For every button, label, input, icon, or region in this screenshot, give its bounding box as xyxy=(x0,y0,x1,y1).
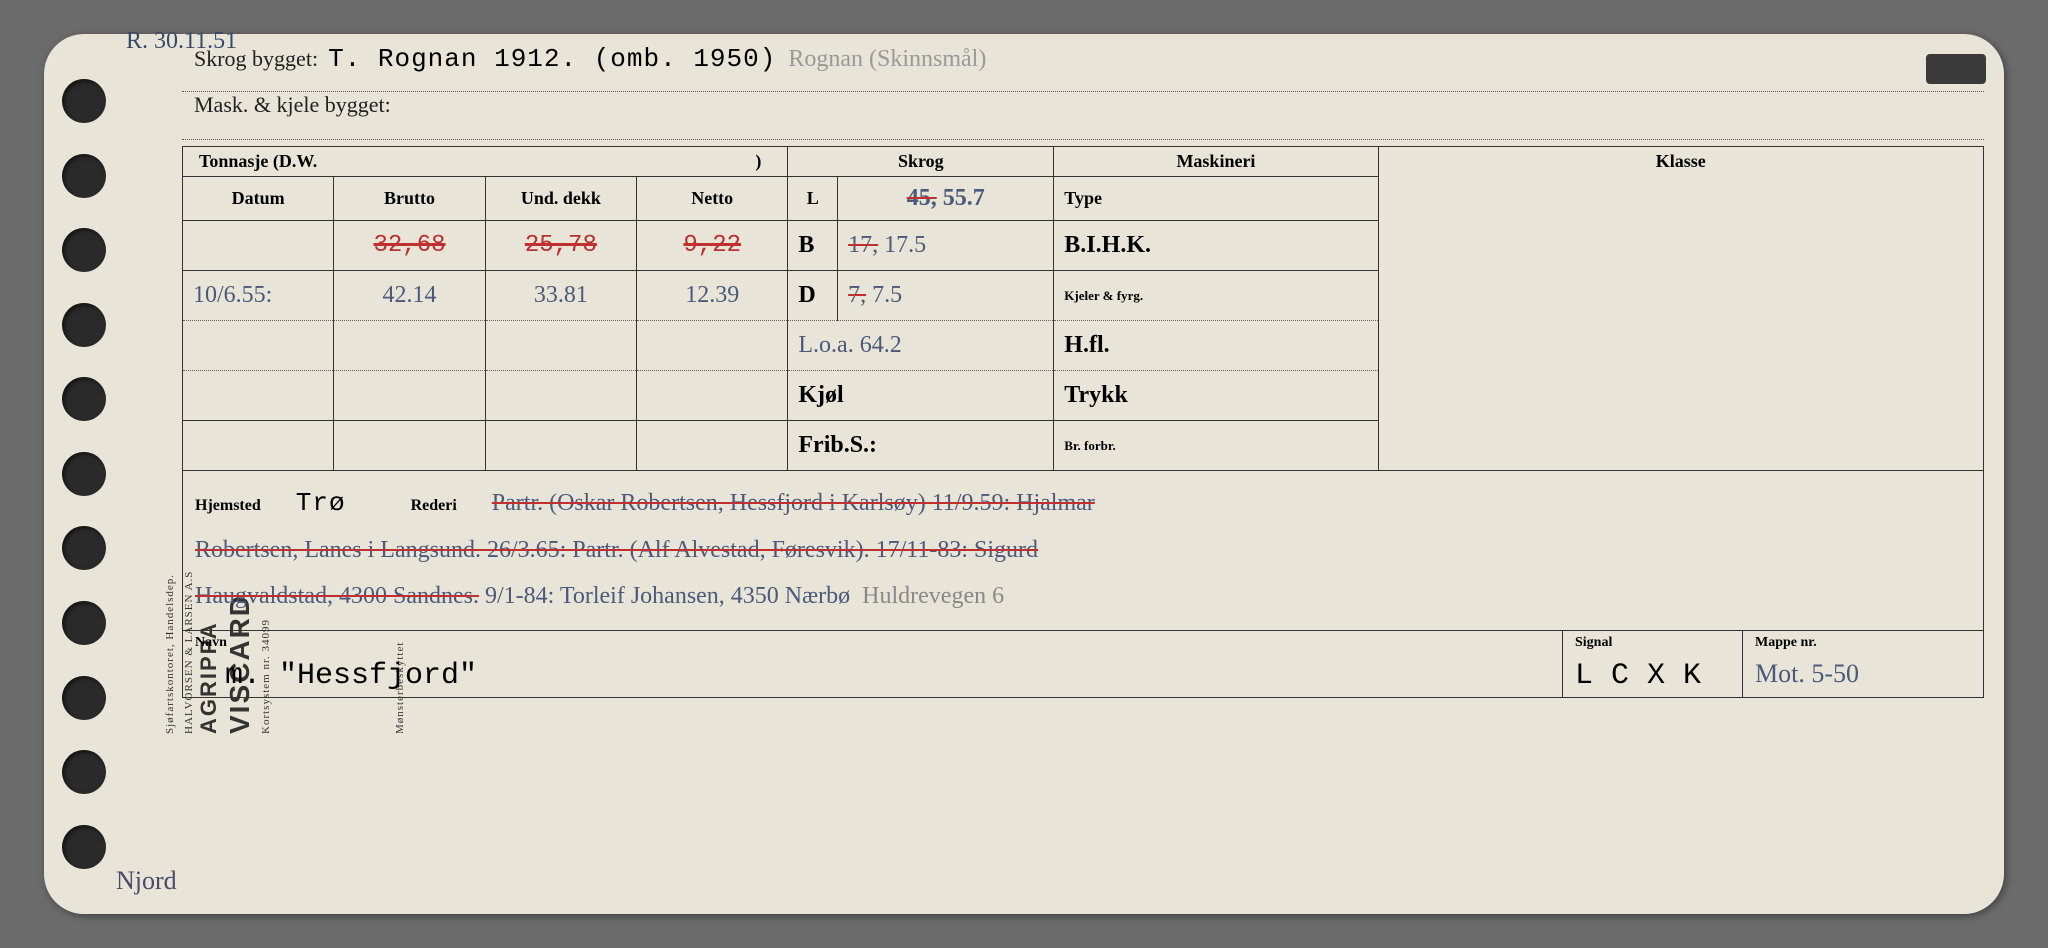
tonn-r1-netto: 12.39 xyxy=(637,271,788,321)
skrog-D-v: 7, 7.5 xyxy=(848,282,902,308)
skrog-bygget-faint: Rognan (Skinnsmål) xyxy=(788,46,986,73)
tonn-r1-datum: 10/6.55: xyxy=(183,271,334,321)
card-content: R. 30.11.51 Skrog bygget: T. Rognan 1912… xyxy=(172,34,2004,914)
side-print: Sjøfartskontoret, Handelsdep. HALVORSEN … xyxy=(124,34,172,914)
hole xyxy=(62,526,106,570)
hole xyxy=(62,79,106,123)
hole xyxy=(62,303,106,347)
navn-label: Navn xyxy=(195,635,1550,651)
col-brutto: Brutto xyxy=(334,177,485,221)
skrog-kjol: Kjøl xyxy=(788,371,1054,421)
mask-kjele-label: Mask. & kjele bygget: xyxy=(194,92,391,118)
tonn-r0-und: 25,78 xyxy=(485,221,636,271)
klasse-header: Klasse xyxy=(1378,147,1983,471)
skrog-bygget-row: Skrog bygget: T. Rognan 1912. (omb. 1950… xyxy=(182,44,1984,92)
tonn-r0-netto: 9,22 xyxy=(637,221,788,271)
skrog-bygget-val: T. Rognan 1912. (omb. 1950) xyxy=(328,44,776,74)
hole xyxy=(62,452,106,496)
maskineri-header: Maskineri xyxy=(1054,147,1378,177)
mappe-cell: Mappe nr. Mot. 5-50 xyxy=(1743,631,1983,697)
mask-type: Type xyxy=(1054,177,1378,221)
skrog-L-k: L xyxy=(788,177,838,221)
skrog-header: Skrog xyxy=(788,147,1054,177)
mask-br: Br. forbr. xyxy=(1054,421,1378,471)
hole xyxy=(62,601,106,645)
skrog-L-v: 45, 55.7 xyxy=(907,185,985,211)
skrog-B-v: 17, 17.5 xyxy=(848,232,926,258)
hjemsted-label: Hjemsted xyxy=(195,497,261,514)
rederi-label: Rederi xyxy=(411,497,457,514)
tonnasje-close: ) xyxy=(755,151,777,172)
skrog-loa: L.o.a. 64.2 xyxy=(788,321,1054,371)
tonn-r0-brutto: 32,68 xyxy=(334,221,485,271)
hole xyxy=(62,676,106,720)
mask-bihk: B.I.H.K. xyxy=(1054,221,1378,271)
bottom-row: Navn m. "Hessfjord" Signal L C X K Mappe… xyxy=(182,631,1984,698)
mask-kjele-row: Mask. & kjele bygget: xyxy=(182,92,1984,140)
rederi-block: Hjemsted Trø Rederi Partr. (Oskar Robert… xyxy=(182,471,1984,631)
skrog-frib: Frib.S.: xyxy=(788,421,1054,471)
signal-cell: Signal L C X K xyxy=(1563,631,1743,697)
mappe-val: Mot. 5-50 xyxy=(1755,651,1971,689)
tonn-r1-und: 33.81 xyxy=(485,271,636,321)
navn-val: m. "Hessfjord" xyxy=(195,651,1550,693)
corner-clip xyxy=(1926,54,1986,84)
col-und: Und. dekk xyxy=(485,177,636,221)
njord-note: Njord xyxy=(116,866,177,896)
mask-hfl: H.fl. xyxy=(1054,321,1378,371)
hole xyxy=(62,377,106,421)
mappe-label: Mappe nr. xyxy=(1755,635,1971,651)
navn-cell: Navn m. "Hessfjord" xyxy=(183,631,1563,697)
main-table: Tonnasje (D.W. ) Skrog Maskineri Klasse … xyxy=(182,146,1984,471)
tonn-r1-brutto: 42.14 xyxy=(334,271,485,321)
hole xyxy=(62,228,106,272)
punch-holes xyxy=(44,34,124,914)
col-netto: Netto xyxy=(637,177,788,221)
hole xyxy=(62,750,106,794)
tonn-r0-datum xyxy=(183,221,334,271)
mask-kjeler: Kjeler & fyrg. xyxy=(1054,271,1378,321)
top-note: R. 30.11.51 xyxy=(126,28,237,55)
hole xyxy=(62,154,106,198)
hjemsted-val: Trø xyxy=(296,488,346,518)
skrog-B-k: B xyxy=(788,221,838,271)
hole xyxy=(62,825,106,869)
index-card: Sjøfartskontoret, Handelsdep. HALVORSEN … xyxy=(44,34,2004,914)
signal-val: L C X K xyxy=(1575,651,1730,693)
rederi-line1: Partr. (Oskar Robertsen, Hessfjord i Kar… xyxy=(492,490,1095,516)
tonnasje-label: Tonnasje (D.W. xyxy=(199,151,317,171)
mask-trykk: Trykk xyxy=(1054,371,1378,421)
col-datum: Datum xyxy=(183,177,334,221)
skrog-D-k: D xyxy=(788,271,838,321)
rederi-line3: Haugvaldstad, 4300 Sandnes. 9/1-84: Torl… xyxy=(195,583,1004,609)
rederi-line2: Robertsen, Lanes i Langsund. 26/3.65: Pa… xyxy=(195,537,1038,563)
signal-label: Signal xyxy=(1575,635,1730,651)
